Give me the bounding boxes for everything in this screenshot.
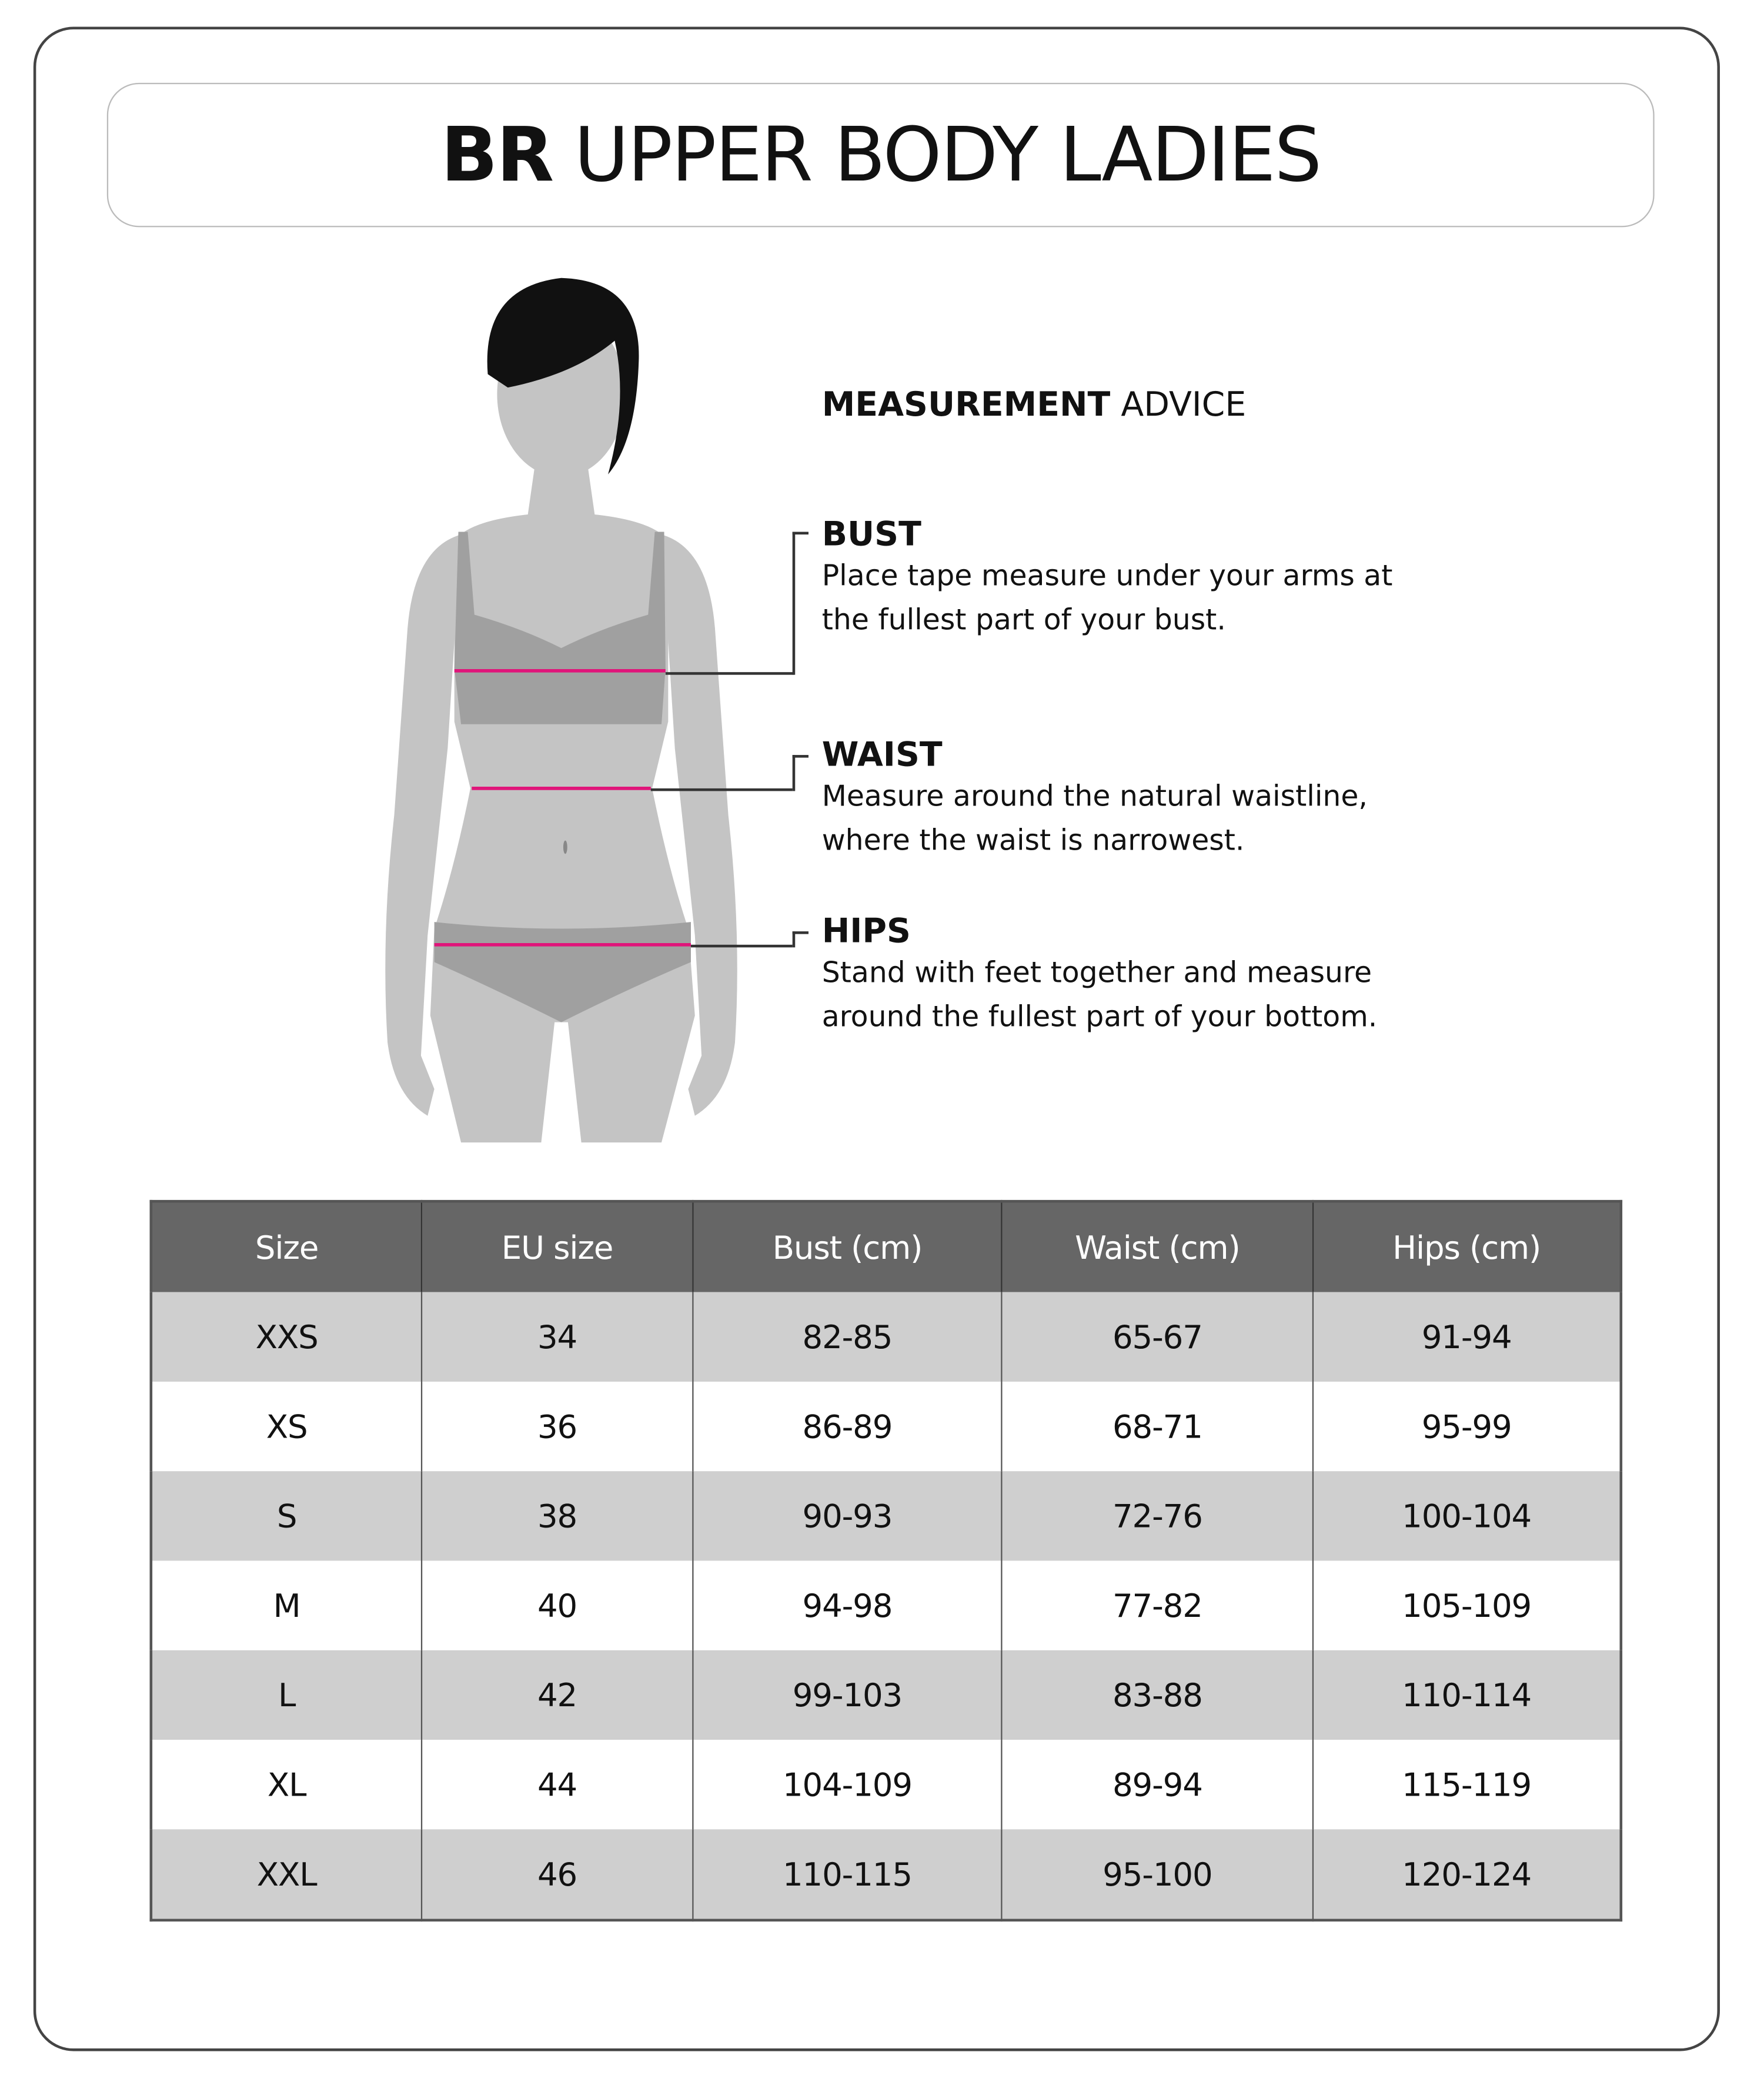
table-row: XL 44 104-109 89-94 115-119 [151, 1740, 1621, 1830]
size-table: Size EU size Bust (cm) Waist (cm) Hips (cm) … [149, 1199, 1623, 1922]
table-cell: XS [151, 1381, 423, 1472]
table-cell: 82-85 [692, 1292, 1003, 1382]
table-cell: 115-119 [1312, 1740, 1621, 1830]
table-cell: M [151, 1560, 423, 1650]
table-cell: 77-82 [1002, 1560, 1314, 1650]
table-cell: 68-71 [1002, 1381, 1314, 1472]
table-row: S 38 90-93 72-76 100-104 [151, 1471, 1621, 1561]
table-cell: 34 [422, 1292, 693, 1382]
table-cell: 95-100 [1002, 1829, 1314, 1920]
advice-line: Measure around the natural waistline, [821, 780, 1368, 814]
advice-title: WAIST [821, 734, 943, 774]
advice-bust: BUST Place tape measure under your arms … [822, 514, 1393, 643]
advice-heading-light: ADVICE [1121, 385, 1247, 424]
column-header: EU size [422, 1201, 693, 1292]
table-cell: XL [151, 1740, 423, 1830]
table-cell: 100-104 [1312, 1471, 1621, 1561]
bust-leader-line-v [792, 532, 808, 675]
advice-line: Stand with feet together and measure [821, 957, 1372, 991]
table-cell: 83-88 [1002, 1650, 1314, 1740]
advice-heading: MEASUREMENT ADVICE [822, 385, 1247, 424]
title-text: UPPER BODY LADIES [574, 111, 1322, 199]
advice-heading-bold: MEASUREMENT [821, 385, 1111, 424]
column-header: Size [151, 1201, 423, 1292]
advice-line: where the waist is narrowest. [821, 824, 1245, 858]
table-cell: XXS [151, 1292, 423, 1382]
table-cell: 105-109 [1312, 1560, 1621, 1650]
advice-line: the fullest part of your bust. [821, 604, 1226, 638]
table-cell: 42 [422, 1650, 693, 1740]
page-title: BR UPPER BODY LADIES [106, 82, 1655, 228]
table-cell: 91-94 [1312, 1292, 1621, 1382]
table-cell: 89-94 [1002, 1740, 1314, 1830]
table-cell: 104-109 [692, 1740, 1003, 1830]
table-cell: 110-114 [1312, 1650, 1621, 1740]
advice-hips: HIPS Stand with feet together and measur… [822, 911, 1378, 1040]
chart-frame [33, 26, 1720, 2051]
table-cell: S [151, 1471, 423, 1561]
column-header: Hips (cm) [1312, 1201, 1621, 1292]
table-row: M 40 94-98 77-82 105-109 [151, 1560, 1621, 1650]
table-cell: 44 [422, 1740, 693, 1830]
table-cell: L [151, 1650, 423, 1740]
waist-leader-line [650, 755, 793, 791]
table-cell: 65-67 [1002, 1292, 1314, 1382]
table-cell: 120-124 [1312, 1829, 1621, 1920]
table-cell: 99-103 [692, 1650, 1003, 1740]
advice-line: around the fullest part of your bottom. [821, 1001, 1378, 1035]
advice-waist: WAIST Measure around the natural waistli… [822, 735, 1368, 863]
table-cell: XXL [151, 1829, 423, 1920]
table-cell: 40 [422, 1560, 693, 1650]
hips-leader-line [690, 931, 793, 948]
table-row: XS 36 86-89 68-71 95-99 [151, 1381, 1621, 1472]
table-cell: 86-89 [692, 1381, 1003, 1472]
table-cell: 72-76 [1002, 1471, 1314, 1561]
table-cell: 110-115 [692, 1829, 1003, 1920]
advice-title: HIPS [821, 911, 911, 950]
table-cell: 38 [422, 1471, 693, 1561]
table-cell: 94-98 [692, 1560, 1003, 1650]
table-row: XXS 34 82-85 65-67 91-94 [151, 1292, 1621, 1382]
hips-leader-line-v [792, 931, 808, 948]
table-cell: 90-93 [692, 1471, 1003, 1561]
advice-line: Place tape measure under your arms at [821, 560, 1393, 594]
waist-leader-line-v [792, 755, 808, 791]
table-cell: 36 [422, 1381, 693, 1472]
table-row: XXL 46 110-115 95-100 120-124 [151, 1829, 1621, 1920]
advice-title: BUST [821, 514, 921, 553]
table-cell: 46 [422, 1829, 693, 1920]
table-cell: 95-99 [1312, 1381, 1621, 1472]
column-header: Bust (cm) [692, 1201, 1003, 1292]
body-figure-illustration [385, 278, 737, 1143]
column-header: Waist (cm) [1002, 1201, 1314, 1292]
bust-leader-line [665, 532, 794, 675]
title-brand: BR [440, 111, 554, 199]
table-row: L 42 99-103 83-88 110-114 [151, 1650, 1621, 1740]
